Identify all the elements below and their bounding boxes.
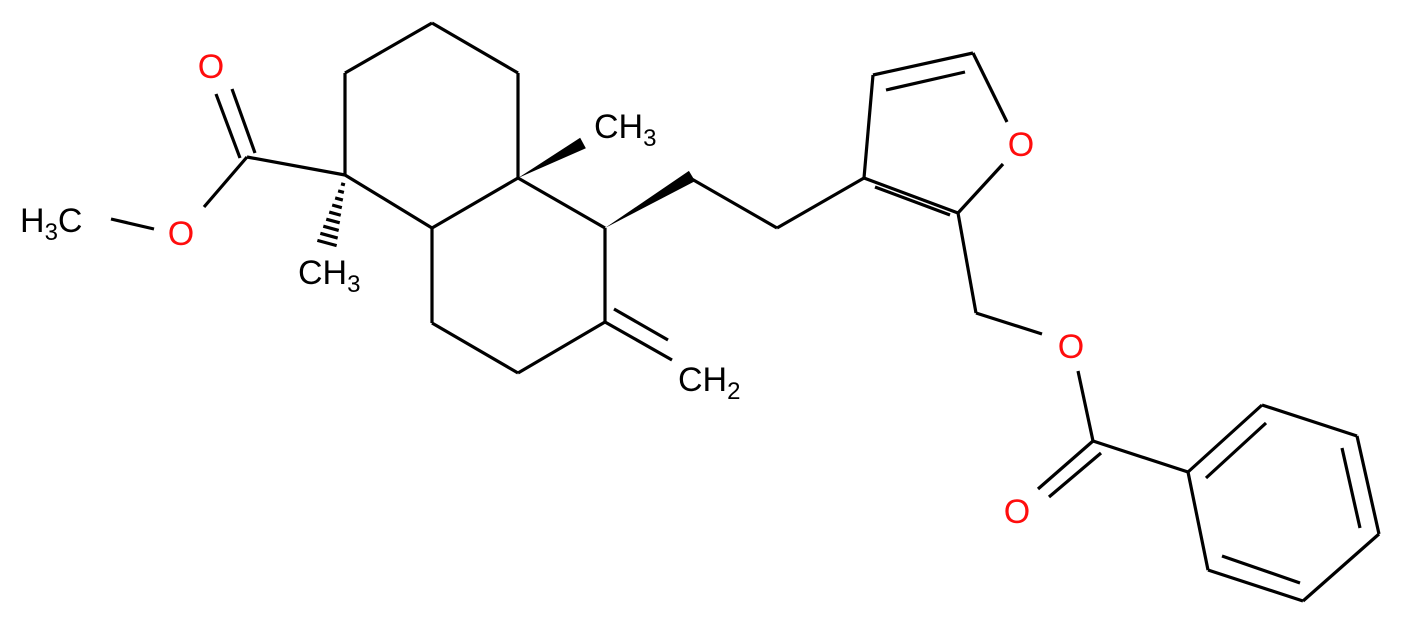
ester-oxygen-label: O bbox=[168, 215, 194, 253]
bond bbox=[517, 320, 606, 375]
bond bbox=[431, 321, 519, 375]
bond bbox=[604, 320, 673, 362]
bond bbox=[1340, 447, 1362, 529]
bond bbox=[872, 51, 974, 77]
bond bbox=[1221, 554, 1301, 585]
bond bbox=[1047, 451, 1103, 499]
bond bbox=[1261, 403, 1358, 438]
bond bbox=[689, 176, 778, 230]
hashed-bond bbox=[334, 196, 344, 202]
bonds bbox=[110, 21, 1381, 603]
bond bbox=[874, 185, 951, 217]
benzoate-oxygen-label: O bbox=[1058, 328, 1084, 366]
bond bbox=[431, 176, 519, 230]
bond bbox=[613, 307, 669, 342]
bond bbox=[1036, 439, 1095, 491]
hashed-bond bbox=[331, 203, 343, 210]
bond bbox=[1204, 421, 1268, 480]
hashed-bond bbox=[325, 217, 341, 225]
bond bbox=[1301, 532, 1381, 603]
hashed-bond bbox=[337, 189, 345, 194]
hashed-bond bbox=[322, 224, 340, 232]
atom-labels: O O H3C CH3 CH3 CH2 O O O bbox=[20, 48, 1084, 531]
bond bbox=[1092, 439, 1189, 474]
bond bbox=[862, 74, 875, 179]
bond bbox=[1355, 435, 1381, 535]
bond bbox=[776, 176, 865, 230]
bond bbox=[956, 162, 1005, 215]
bond bbox=[202, 155, 249, 209]
hashed-bond bbox=[319, 231, 339, 240]
bond bbox=[214, 93, 242, 159]
bond bbox=[344, 21, 433, 75]
bond bbox=[517, 176, 606, 230]
hashed-bond bbox=[328, 210, 342, 217]
wedge-bond bbox=[605, 170, 696, 228]
wedge-bond bbox=[518, 137, 586, 178]
bond bbox=[975, 311, 1043, 336]
bond bbox=[344, 173, 433, 230]
bond bbox=[1076, 370, 1095, 442]
bond bbox=[246, 155, 346, 177]
bond bbox=[971, 52, 1009, 123]
bond bbox=[956, 212, 978, 314]
c1-methyl-label: CH3 bbox=[298, 254, 360, 298]
ester-carbonyl-oxygen-label: O bbox=[198, 48, 224, 86]
hashed-bond bbox=[316, 238, 338, 248]
hashed-bond bbox=[340, 182, 346, 187]
benzoate-carbonyl-oxygen-label: O bbox=[1004, 493, 1030, 531]
bond bbox=[1207, 568, 1304, 603]
c8a-methyl-label: CH3 bbox=[594, 108, 656, 152]
bond bbox=[885, 70, 966, 92]
bond bbox=[863, 176, 959, 215]
methoxy-label: H3C bbox=[20, 202, 82, 246]
bond bbox=[110, 217, 155, 231]
bond bbox=[1186, 471, 1210, 571]
bond bbox=[1186, 403, 1264, 474]
bond bbox=[230, 88, 257, 154]
furan-oxygen-label: O bbox=[1008, 126, 1034, 164]
bond bbox=[431, 21, 519, 75]
methylene-label: CH2 bbox=[678, 361, 740, 405]
